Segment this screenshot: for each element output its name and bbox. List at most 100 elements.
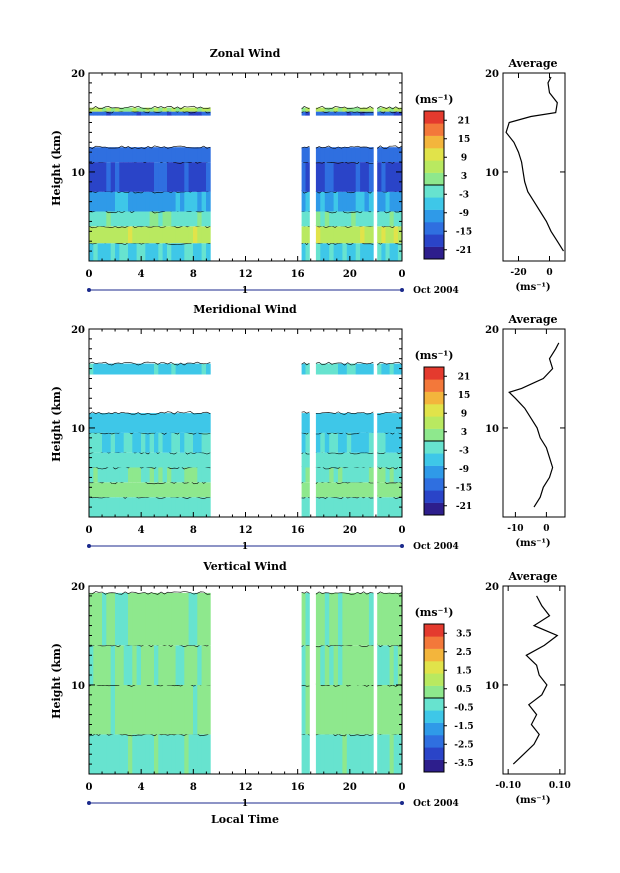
heatmap-cell: [364, 191, 370, 212]
heatmap-cell: [342, 452, 348, 468]
heatmap-cell: [389, 226, 395, 244]
heatmap-cell: [305, 111, 310, 116]
heatmap-cell: [167, 452, 172, 468]
heatmap-cell: [141, 147, 146, 162]
heatmap-cell: [393, 413, 399, 433]
x-tick-label: 12: [239, 525, 253, 536]
heatmap-cell: [351, 432, 356, 453]
heatmap-cell: [364, 645, 370, 685]
heatmap-cell: [301, 226, 306, 244]
heatmap-cell: [368, 162, 374, 192]
heatmap-cell: [201, 482, 207, 498]
colorbar-swatch: [424, 735, 444, 748]
heatmap-cell: [201, 107, 207, 112]
heatmap-cell: [360, 191, 365, 212]
heatmap-cell: [329, 645, 334, 685]
heatmap-cell: [320, 107, 326, 112]
heatmap-cell: [342, 191, 348, 212]
heatmap-cell: [106, 482, 111, 498]
heatmap-cell: [360, 734, 365, 774]
heatmap-cell: [333, 107, 339, 112]
heatmap-cell: [324, 162, 330, 192]
y-tick-label: 20: [71, 325, 85, 336]
contour-line: [301, 146, 310, 149]
heatmap-cell: [93, 211, 98, 227]
heatmap-cell: [197, 482, 202, 498]
heatmap-cell: [324, 467, 330, 483]
heatmap-cell: [329, 452, 334, 468]
heatmap-cell: [119, 147, 124, 162]
heatmap-cell: [377, 363, 382, 375]
heatmap-cell: [145, 452, 150, 468]
heatmap-cell: [188, 243, 194, 261]
heatmap-cell: [89, 684, 94, 735]
heatmap-cell: [145, 162, 150, 192]
x-tick-label: 20: [343, 782, 357, 793]
heatmap-cell: [162, 467, 168, 483]
heatmap-cell: [397, 452, 403, 468]
heatmap-cell: [110, 162, 116, 192]
heatmap-cell: [162, 684, 168, 735]
heatmap-cell: [324, 243, 330, 261]
heatmap-cell: [141, 482, 146, 498]
heatmap-cell: [381, 592, 386, 646]
colorbar-tick-label: 0.5: [456, 685, 472, 695]
heatmap-cell: [197, 226, 202, 244]
heatmap-cell: [97, 467, 103, 483]
heatmap-cell: [342, 467, 348, 483]
average-frame: [502, 72, 566, 262]
heatmap-cell: [188, 147, 194, 162]
heatmap-cell: [154, 111, 159, 116]
colorbar-tick-label: -21: [456, 246, 472, 256]
heatmap-cell: [184, 452, 189, 468]
y-tick-label: 10: [71, 168, 85, 179]
heatmap-cell: [206, 734, 211, 774]
heatmap-cell: [393, 467, 399, 483]
panel-title: Meridional Wind: [193, 303, 297, 316]
heatmap-cell: [141, 467, 146, 483]
heatmap-cell: [93, 497, 98, 517]
heatmap-cell: [167, 413, 172, 433]
colorbar-tick-label: 3: [461, 172, 467, 182]
heatmap-cell: [128, 467, 133, 483]
heatmap-cell: [315, 191, 321, 212]
heatmap-cell: [329, 497, 334, 517]
heatmap-cell: [351, 467, 356, 483]
heatmap-cell: [184, 645, 189, 685]
heatmap-cell: [180, 107, 185, 112]
heatmap-cell: [167, 467, 172, 483]
heatmap-cell: [377, 107, 382, 112]
heatmap-cell: [167, 734, 172, 774]
heatmap-cell: [141, 592, 146, 646]
heatmap-cell: [175, 211, 181, 227]
heatmap-cell: [201, 191, 207, 212]
heatmap-cell: [338, 107, 343, 112]
heatmap-cell: [338, 452, 343, 468]
heatmap-cell: [338, 191, 343, 212]
heatmap-cell: [128, 226, 133, 244]
heatmap-cell: [385, 413, 390, 433]
heatmap-cell: [206, 211, 211, 227]
heatmap-cell: [102, 684, 107, 735]
heatmap-cell: [123, 432, 129, 453]
heatmap-cell: [167, 645, 172, 685]
colorbar-swatch: [424, 234, 444, 247]
heatmap-cell: [171, 482, 176, 498]
heatmap-cell: [193, 645, 198, 685]
heatmap-cell: [364, 363, 370, 375]
heatmap-cell: [305, 243, 310, 261]
heatmap-cell: [397, 111, 403, 116]
x-tick-label: 0: [399, 269, 406, 280]
heatmap-cell: [119, 191, 124, 212]
heatmap-cell: [377, 497, 382, 517]
heatmap-cell: [329, 734, 334, 774]
heatmap-cell: [110, 111, 116, 116]
heatmap-cell: [97, 243, 103, 261]
heatmap-cell: [119, 452, 124, 468]
heatmap-cell: [180, 592, 185, 646]
heatmap-cell: [393, 162, 399, 192]
heatmap-cell: [206, 107, 211, 112]
heatmap-cell: [377, 645, 382, 685]
heatmap-cell: [106, 111, 111, 116]
